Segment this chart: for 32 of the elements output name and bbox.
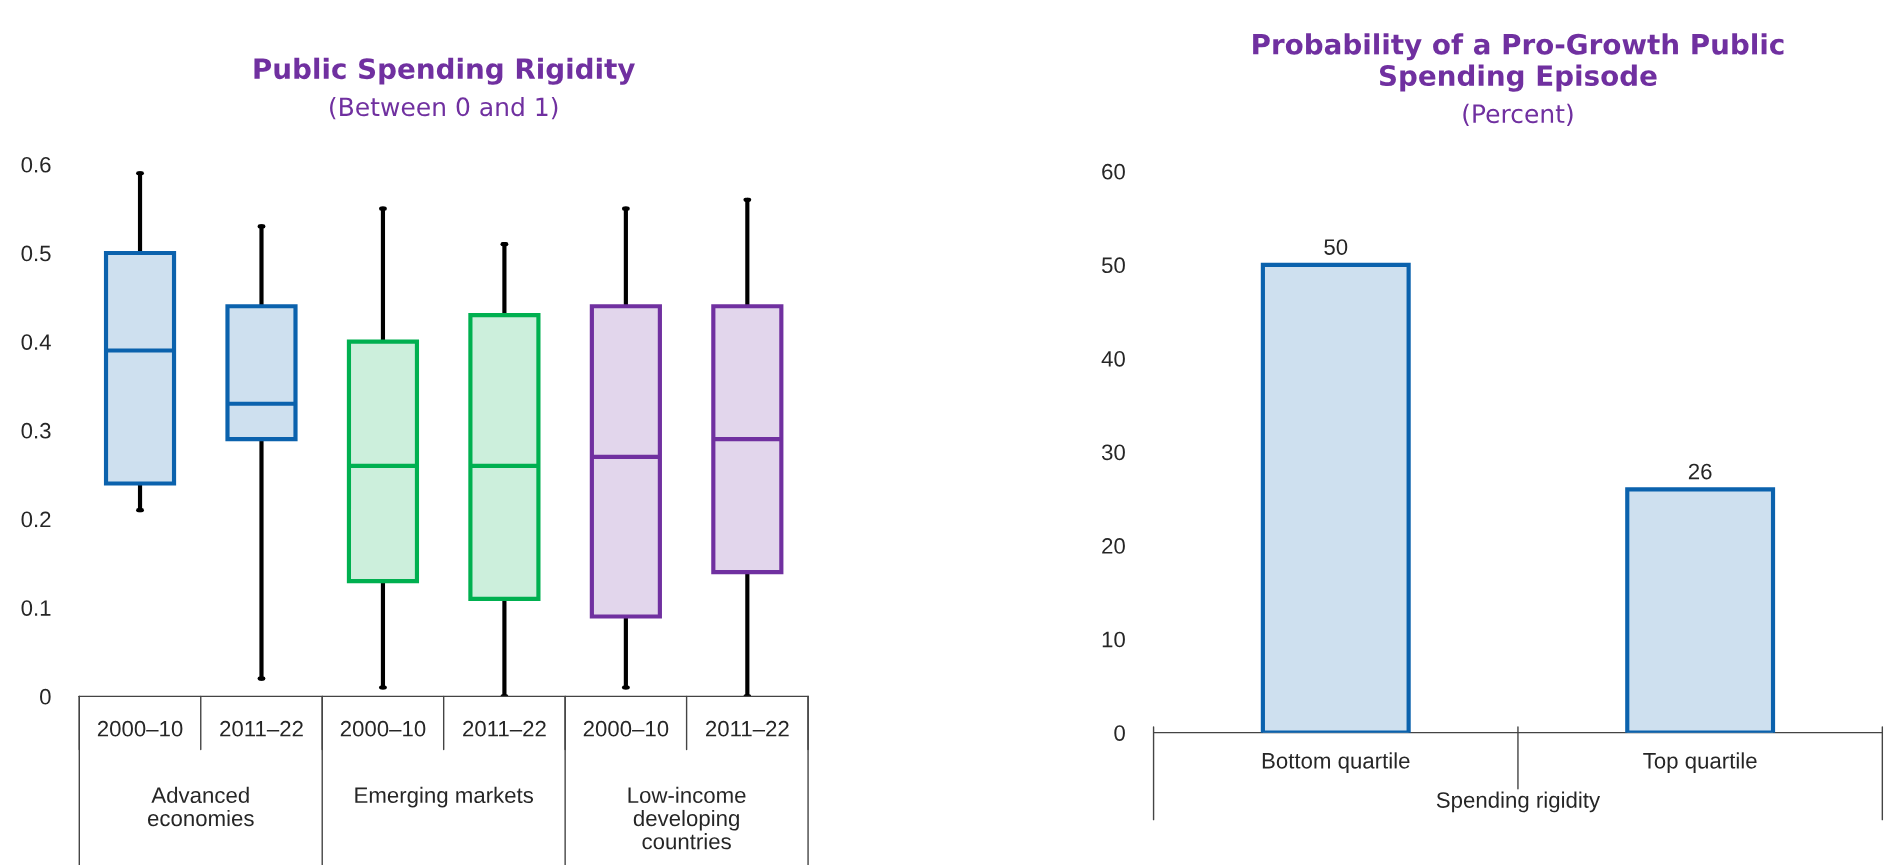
y-tick-label: 40 (1101, 350, 1125, 367)
x-tick-label: 2000–10 (97, 720, 183, 737)
text: Low-income developing countries (628, 786, 746, 850)
x-tick-label: Bottom quartile (1262, 752, 1410, 774)
chart-subtitle: (Between 0 and 1) (330, 96, 558, 120)
x-tick-label: 2011–22 (220, 720, 303, 737)
chart-subtitle: (Percent) (1463, 103, 1573, 127)
data-label: 50 (1324, 239, 1348, 255)
text: Advanced economies (147, 786, 254, 827)
x-tick-label: 2011–22 (463, 720, 546, 737)
x-tick-label: Top quartile (1643, 752, 1757, 774)
data-label: 26 (1688, 463, 1712, 480)
y-tick-label: 50 (1101, 257, 1125, 274)
chart-title: Probability of a Pro-Growth Public Spending Episode (1253, 33, 1784, 92)
y-tick-label: 0.4 (21, 334, 51, 350)
x-tick-label: 2000–10 (583, 720, 669, 737)
y-tick-label: 0.1 (21, 600, 51, 616)
x-axis-title: Spending rigidity (1436, 791, 1601, 813)
y-tick-label: 30 (1101, 444, 1125, 461)
y-tick-label: 60 (1102, 163, 1125, 180)
y-tick-label: 0.2 (21, 511, 51, 528)
x-tick-label: 2011–22 (706, 720, 789, 737)
y-tick-label: 0 (1114, 725, 1125, 741)
y-tick-label: 10 (1102, 631, 1125, 648)
y-tick-label: 0.6 (21, 156, 51, 173)
text: Emerging markets (355, 786, 534, 808)
y-tick-label: 0.3 (21, 422, 51, 439)
chart-title: Public Spending Rigidity (254, 57, 635, 85)
y-tick-label: 20 (1102, 538, 1125, 554)
x-tick-label: 2000–10 (340, 720, 426, 737)
y-tick-label: 0 (40, 688, 51, 705)
y-tick-label: 0.5 (21, 245, 51, 262)
